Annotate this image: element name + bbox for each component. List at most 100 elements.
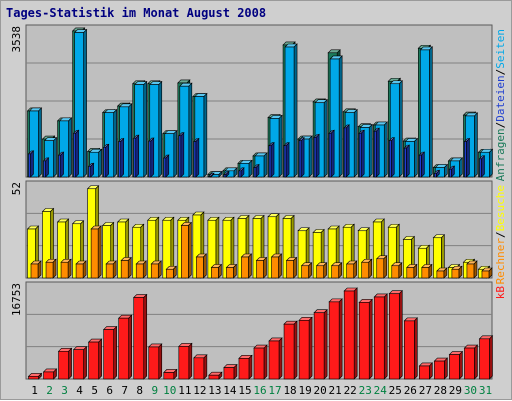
bar-dateien-day-19-face	[298, 140, 302, 178]
bar-kb-day-7-face	[118, 317, 129, 380]
bar-dateien-day-16-face	[253, 167, 257, 178]
bar-rechner-day-1	[30, 260, 42, 279]
bar-dateien-day-20-side	[315, 133, 320, 178]
bar-dateien-day-10	[163, 154, 170, 178]
bar-kb-day-8	[133, 293, 148, 380]
bar-rechner-day-20-side	[323, 262, 327, 279]
bar-kb-day-25	[388, 289, 403, 380]
panel-visits-ymax-label: 52	[10, 182, 23, 195]
bar-dateien-day-4-face	[73, 132, 76, 178]
bar-dateien-day-25	[388, 136, 395, 178]
bar-rechner-day-6-side	[112, 260, 117, 279]
bar-kb-day-1	[27, 372, 43, 380]
bar-dateien-day-14	[223, 170, 230, 178]
bar-kb-day-10	[163, 368, 178, 380]
bar-rechner-day-31	[481, 267, 493, 279]
bar-seiten-day-7-side	[128, 103, 132, 178]
bar-kb-day-4	[72, 345, 88, 380]
bar-dateien-day-12	[193, 137, 200, 178]
bar-kb-day-14	[223, 363, 238, 380]
bar-dateien-day-13-face	[208, 175, 212, 178]
bar-dateien-day-17-side	[270, 141, 275, 178]
x-tick-label-day-20: 20	[314, 384, 327, 397]
bar-kb-day-31	[478, 335, 494, 380]
bar-seiten-day-12-face	[194, 96, 205, 178]
panel-kb-legend: kB	[494, 286, 507, 300]
bar-dateien-day-11-side	[180, 132, 185, 178]
legend-label-hits-4: Seiten	[494, 29, 507, 69]
x-tick-label-day-28: 28	[434, 384, 447, 397]
x-tick-label-day-11: 11	[178, 384, 191, 397]
bar-seiten-day-5-side	[98, 148, 102, 178]
bar-dateien-day-30-side	[466, 137, 470, 178]
bar-rechner-day-27-face	[421, 267, 430, 279]
panel-visits: 52 Rechner/Besuche	[10, 180, 507, 284]
bar-rechner-day-24	[376, 255, 388, 279]
bar-seiten-day-2-side	[53, 136, 57, 178]
bar-seiten-day-28	[434, 163, 449, 178]
bar-kb-day-25-side	[398, 289, 403, 380]
bar-rechner-day-13-face	[211, 267, 219, 279]
bar-rechner-day-25	[391, 262, 403, 279]
bar-kb-day-24	[373, 293, 388, 380]
bar-dateien-day-1	[27, 150, 35, 178]
bar-rechner-day-11-side	[188, 221, 192, 279]
bar-kb-day-19-side	[308, 316, 313, 380]
bar-rechner-day-4-face	[75, 263, 84, 279]
bar-kb-day-10-face	[163, 372, 175, 380]
bar-rechner-day-12	[195, 253, 208, 279]
x-tick-label-day-21: 21	[329, 384, 342, 397]
bar-dateien-day-4-side	[75, 129, 79, 178]
bar-dateien-day-9-face	[148, 140, 152, 178]
bar-rechner-day-19-side	[308, 262, 312, 279]
bar-dateien-day-30	[463, 137, 471, 178]
bar-kb-day-25-face	[388, 293, 400, 380]
bar-rechner-day-9	[150, 260, 162, 279]
bar-kb-day-12-side	[203, 354, 208, 380]
bar-kb-day-22-face	[343, 290, 355, 380]
bar-seiten-day-1	[28, 107, 43, 178]
bar-dateien-day-23-face	[358, 132, 362, 178]
bar-seiten-day-31	[479, 148, 494, 178]
bar-rechner-day-18-side	[293, 256, 297, 279]
bar-dateien-day-12-face	[193, 141, 197, 178]
bar-rechner-day-30-side	[473, 260, 478, 279]
bar-rechner-day-2-side	[52, 258, 57, 279]
bar-dateien-day-27-face	[419, 154, 422, 178]
bar-kb-day-5-face	[88, 341, 99, 380]
bar-rechner-day-12-side	[203, 253, 207, 279]
bar-rechner-day-20	[315, 262, 328, 279]
bar-dateien-day-21-face	[328, 132, 332, 178]
bar-kb-day-2-face	[43, 371, 54, 380]
bar-kb-day-23-side	[368, 298, 373, 380]
bar-kb-day-23	[358, 298, 373, 380]
bar-dateien-day-31-face	[479, 158, 482, 178]
x-tick-label-day-14: 14	[223, 384, 237, 397]
bar-seiten-day-27-face	[420, 49, 430, 178]
bar-rechner-day-5-face	[90, 228, 99, 279]
bar-kb-day-17-side	[278, 337, 283, 380]
bar-rechner-day-24-side	[383, 255, 388, 279]
bar-rechner-day-21-face	[331, 265, 339, 279]
bar-rechner-day-17	[270, 253, 283, 279]
bar-rechner-day-13	[210, 263, 223, 279]
bar-rechner-day-16-side	[263, 256, 267, 279]
bar-dateien-day-5	[87, 162, 95, 178]
bar-dateien-day-10-face	[163, 157, 167, 178]
bar-kb-day-4-side	[83, 345, 87, 380]
bar-seiten-day-1-face	[29, 110, 39, 178]
bar-kb-day-14-face	[223, 367, 235, 380]
x-tick-label-day-12: 12	[193, 384, 206, 397]
bar-rechner-day-1-face	[30, 263, 39, 279]
bar-dateien-day-9-side	[150, 137, 155, 178]
bar-kb-day-21-face	[328, 301, 340, 380]
chart-title: Tages-Statistik im Monat August 2008	[6, 6, 266, 20]
bar-rechner-day-18	[285, 256, 298, 279]
bar-dateien-day-7-face	[118, 141, 121, 178]
bar-dateien-day-6-face	[103, 146, 106, 178]
bar-dateien-day-11-face	[178, 135, 182, 178]
bar-rechner-day-12-face	[196, 256, 204, 279]
bar-seiten-day-20	[314, 98, 328, 178]
